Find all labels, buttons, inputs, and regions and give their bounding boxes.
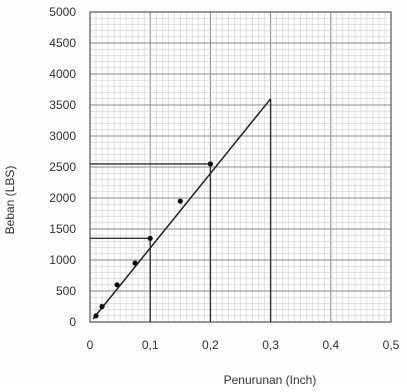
x-tick-label: 0,1 (142, 338, 159, 352)
y-tick-label: 3500 (49, 98, 76, 112)
y-tick-label: 2500 (49, 160, 76, 174)
x-tick-label: 0,5 (383, 338, 400, 352)
y-tick-label: 4000 (49, 67, 76, 81)
y-tick-label: 2000 (49, 191, 76, 205)
data-point (93, 313, 99, 319)
x-tick-label: 0,3 (262, 338, 279, 352)
data-point (177, 198, 183, 204)
data-point (207, 161, 213, 167)
x-axis-label: Penurunan (Inch) (224, 373, 317, 387)
y-tick-label: 500 (56, 284, 76, 298)
plot-frame (89, 11, 392, 323)
data-point (99, 303, 105, 310)
y-tick-label: 5000 (49, 5, 76, 19)
grid (89, 11, 392, 323)
y-tick-label: 1000 (49, 253, 76, 267)
y-axis-label: Beban (LBS) (3, 166, 17, 235)
reference-lines (90, 98, 272, 322)
data-point (114, 282, 120, 288)
data-point (147, 235, 153, 241)
y-tick-label: 4500 (49, 36, 76, 50)
x-tick-labels: 0 0,1 0,2 0,3 0,4 0,5 (87, 338, 400, 352)
x-tick-label: 0 (87, 338, 94, 352)
x-tick-label: 0,2 (202, 338, 219, 352)
y-tick-label: 0 (69, 315, 76, 329)
x-tick-label: 0,4 (322, 338, 339, 352)
y-tick-labels: 0 500 1000 1500 2000 2500 3000 3500 4000 4500 5000 (49, 5, 76, 329)
trend-line (92, 98, 272, 320)
trend-line-group (92, 98, 272, 320)
data-points (93, 161, 213, 319)
y-tick-label: 3000 (49, 129, 76, 143)
y-tick-label: 1500 (49, 222, 76, 236)
data-point (132, 260, 138, 266)
